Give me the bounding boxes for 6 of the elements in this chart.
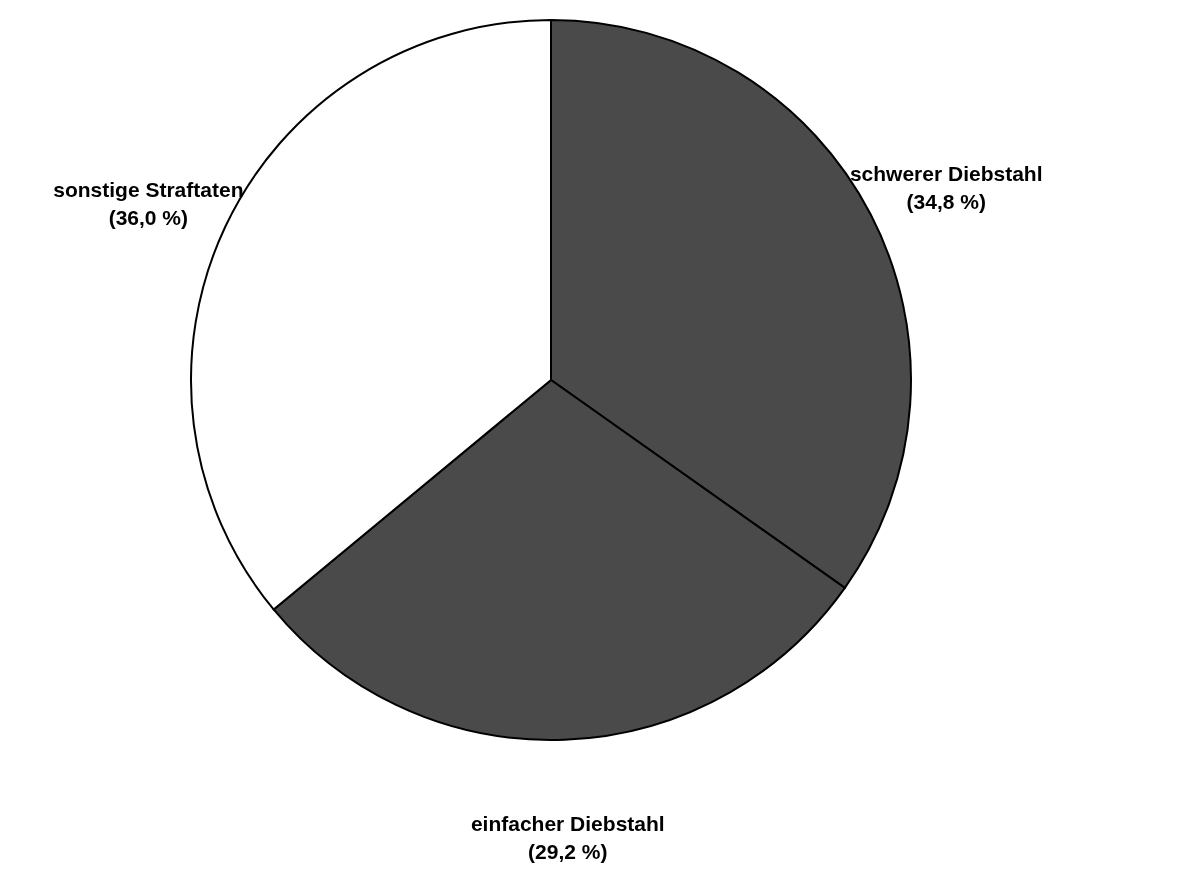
data-label: (34,8 %) bbox=[906, 190, 986, 214]
slice-label: sonstige Straftaten bbox=[53, 177, 244, 201]
slice-label: einfacher Diebstahl bbox=[470, 811, 665, 835]
data-label: (36,0 %) bbox=[108, 205, 189, 229]
data-label: (29,2 %) bbox=[528, 839, 608, 863]
slice-label: schwerer Diebstahl bbox=[849, 162, 1043, 186]
